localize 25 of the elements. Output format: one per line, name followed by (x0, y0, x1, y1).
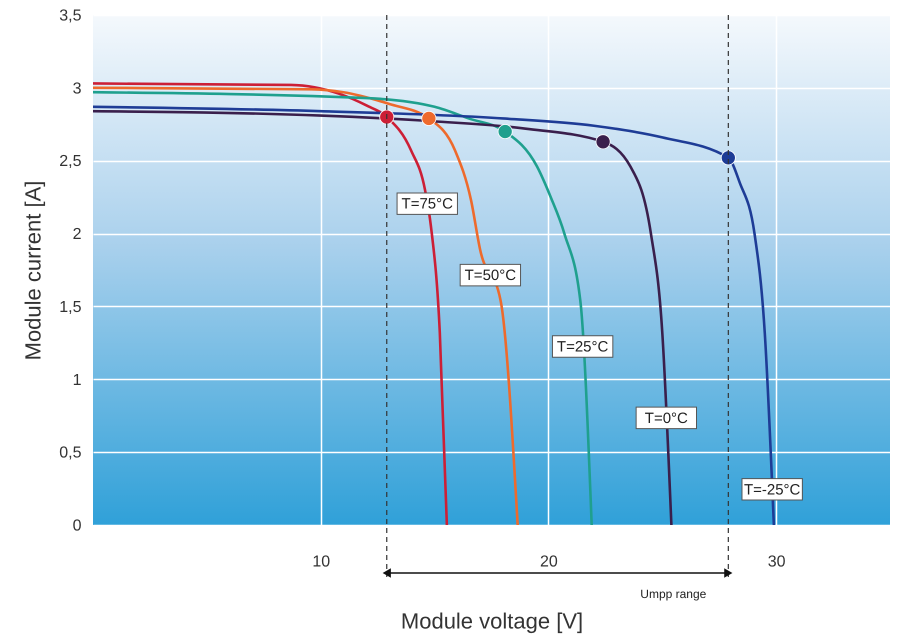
point (379, 110, 394, 124)
x-tick-label: 30 (768, 554, 786, 570)
point (720, 150, 736, 166)
y-tick-label: 3 (72, 80, 82, 98)
series-label: T=50°C (464, 267, 516, 284)
y-tick-label: 2,5 (59, 153, 82, 170)
line-series (93, 86, 519, 525)
point (596, 134, 611, 150)
series-label: T=0°C (644, 410, 688, 427)
y-tick-label: 1 (72, 372, 82, 389)
point (421, 111, 436, 126)
y-tick-label: 3,5 (59, 8, 82, 24)
x-tick-label: 10 (312, 554, 330, 570)
x-axis-title: Module voltage [V] (400, 608, 584, 634)
y-tick-label: 0,5 (59, 444, 82, 462)
text: Umpp range (640, 587, 707, 601)
series-label: T=-25°C (744, 481, 801, 498)
series-label: T=75°C (402, 196, 454, 213)
y-axis-title: Module current [A] (20, 180, 46, 360)
y-tick-label: 1,5 (59, 298, 82, 316)
series-label: T=25°C (556, 338, 609, 356)
point (498, 124, 513, 140)
y-tick-label: 2 (72, 226, 82, 244)
y-tick-label: 0 (72, 518, 82, 534)
x-tick-label: 20 (540, 554, 558, 570)
